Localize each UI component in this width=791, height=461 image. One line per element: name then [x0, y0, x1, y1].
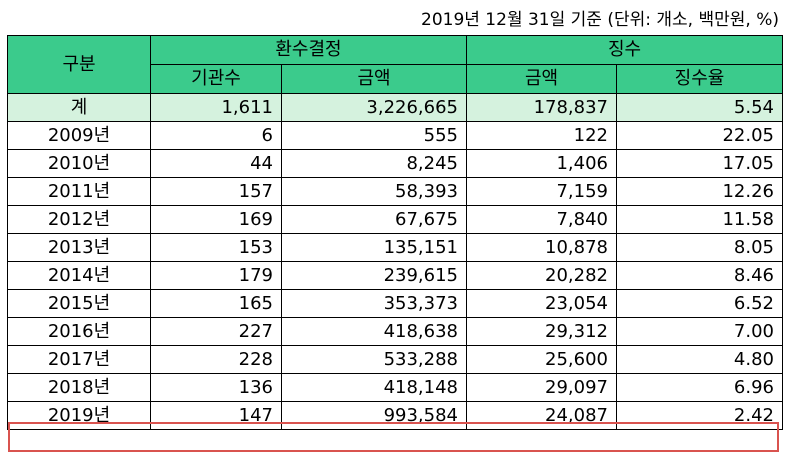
row-label: 2010년 [7, 149, 151, 178]
header-collection-rate: 징수율 [616, 64, 783, 94]
table-row: 2019년 147 993,584 24,087 2.42 [7, 401, 783, 430]
agency-count-cell: 227 [150, 317, 282, 346]
collected-amount-cell: 10,878 [466, 233, 617, 262]
collected-amount-cell: 23,054 [466, 289, 617, 318]
refund-amount-cell: 67,675 [281, 205, 467, 234]
table-row: 2016년 227 418,638 29,312 7.00 [7, 317, 783, 346]
collected-amount-cell: 1,406 [466, 149, 617, 178]
collection-rate-cell: 6.52 [616, 289, 783, 318]
agency-count-cell: 157 [150, 177, 282, 206]
table-row: 2014년 179 239,615 20,282 8.46 [7, 261, 783, 290]
collected-amount-cell: 7,840 [466, 205, 617, 234]
refund-amount-cell: 353,373 [281, 289, 467, 318]
agency-count-cell: 147 [150, 401, 282, 430]
table-row: 2013년 153 135,151 10,878 8.05 [7, 233, 783, 262]
collected-amount-cell: 29,097 [466, 373, 617, 402]
refund-amount-cell: 8,245 [281, 149, 467, 178]
row-label: 2018년 [7, 373, 151, 402]
collection-rate-cell: 11.58 [616, 205, 783, 234]
table-body: 계 1,611 3,226,665 178,837 5.54 2009년 6 555 122 22… [7, 93, 783, 430]
collection-rate-cell: 8.05 [616, 233, 783, 262]
agency-count-cell: 228 [150, 345, 282, 374]
refund-amount-cell: 239,615 [281, 261, 467, 290]
header-category: 구분 [7, 35, 151, 94]
refund-amount-cell: 993,584 [281, 401, 467, 430]
collected-amount-cell: 29,312 [466, 317, 617, 346]
table-row: 2012년 169 67,675 7,840 11.58 [7, 205, 783, 234]
collection-rate-cell: 12.26 [616, 177, 783, 206]
refund-amount-cell: 555 [281, 121, 467, 150]
unit-note: 2019년 12월 31일 기준 (단위: 개소, 백만원, %) [421, 10, 779, 30]
collection-rate-cell: 22.05 [616, 121, 783, 150]
row-label: 2012년 [7, 205, 151, 234]
row-label: 2011년 [7, 177, 151, 206]
collected-amount-cell: 20,282 [466, 261, 617, 290]
collection-rate-cell: 8.46 [616, 261, 783, 290]
collection-rate-cell: 4.80 [616, 345, 783, 374]
row-label: 계 [7, 93, 151, 122]
agency-count-cell: 1,611 [150, 93, 282, 122]
agency-count-cell: 136 [150, 373, 282, 402]
agency-count-cell: 179 [150, 261, 282, 290]
row-label: 2015년 [7, 289, 151, 318]
refund-amount-cell: 3,226,665 [281, 93, 467, 122]
row-label: 2017년 [7, 345, 151, 374]
collected-amount-cell: 25,600 [466, 345, 617, 374]
header-collection: 징수 [466, 35, 783, 65]
collection-rate-cell: 6.96 [616, 373, 783, 402]
collection-rate-cell: 7.00 [616, 317, 783, 346]
agency-count-cell: 6 [150, 121, 282, 150]
refund-amount-cell: 418,148 [281, 373, 467, 402]
refund-amount-cell: 533,288 [281, 345, 467, 374]
collected-amount-cell: 7,159 [466, 177, 617, 206]
collected-amount-cell: 178,837 [466, 93, 617, 122]
table-row: 2010년 44 8,245 1,406 17.05 [7, 149, 783, 178]
header-collected-amount: 금액 [466, 64, 617, 94]
collected-amount-cell: 24,087 [466, 401, 617, 430]
header-refund-amount: 금액 [281, 64, 467, 94]
collected-amount-cell: 122 [466, 121, 617, 150]
total-row: 계 1,611 3,226,665 178,837 5.54 [7, 93, 783, 122]
agency-count-cell: 169 [150, 205, 282, 234]
collection-rate-cell: 2.42 [616, 401, 783, 430]
table-row: 2009년 6 555 122 22.05 [7, 121, 783, 150]
row-label: 2013년 [7, 233, 151, 262]
table-row: 2015년 165 353,373 23,054 6.52 [7, 289, 783, 318]
refund-collection-table: 구분 환수결정 징수 기관수 금액 금액 징수율 계 1,611 3,226,665… [7, 35, 783, 430]
header-agency-count: 기관수 [150, 64, 282, 94]
table-row: 2018년 136 418,148 29,097 6.96 [7, 373, 783, 402]
table-row: 2017년 228 533,288 25,600 4.80 [7, 345, 783, 374]
refund-amount-cell: 135,151 [281, 233, 467, 262]
header-refund-decision: 환수결정 [150, 35, 467, 65]
refund-amount-cell: 58,393 [281, 177, 467, 206]
collection-rate-cell: 17.05 [616, 149, 783, 178]
row-label: 2014년 [7, 261, 151, 290]
collection-rate-cell: 5.54 [616, 93, 783, 122]
refund-amount-cell: 418,638 [281, 317, 467, 346]
agency-count-cell: 165 [150, 289, 282, 318]
row-label: 2016년 [7, 317, 151, 346]
row-label: 2019년 [7, 401, 151, 430]
agency-count-cell: 44 [150, 149, 282, 178]
row-label: 2009년 [7, 121, 151, 150]
table-row: 2011년 157 58,393 7,159 12.26 [7, 177, 783, 206]
agency-count-cell: 153 [150, 233, 282, 262]
